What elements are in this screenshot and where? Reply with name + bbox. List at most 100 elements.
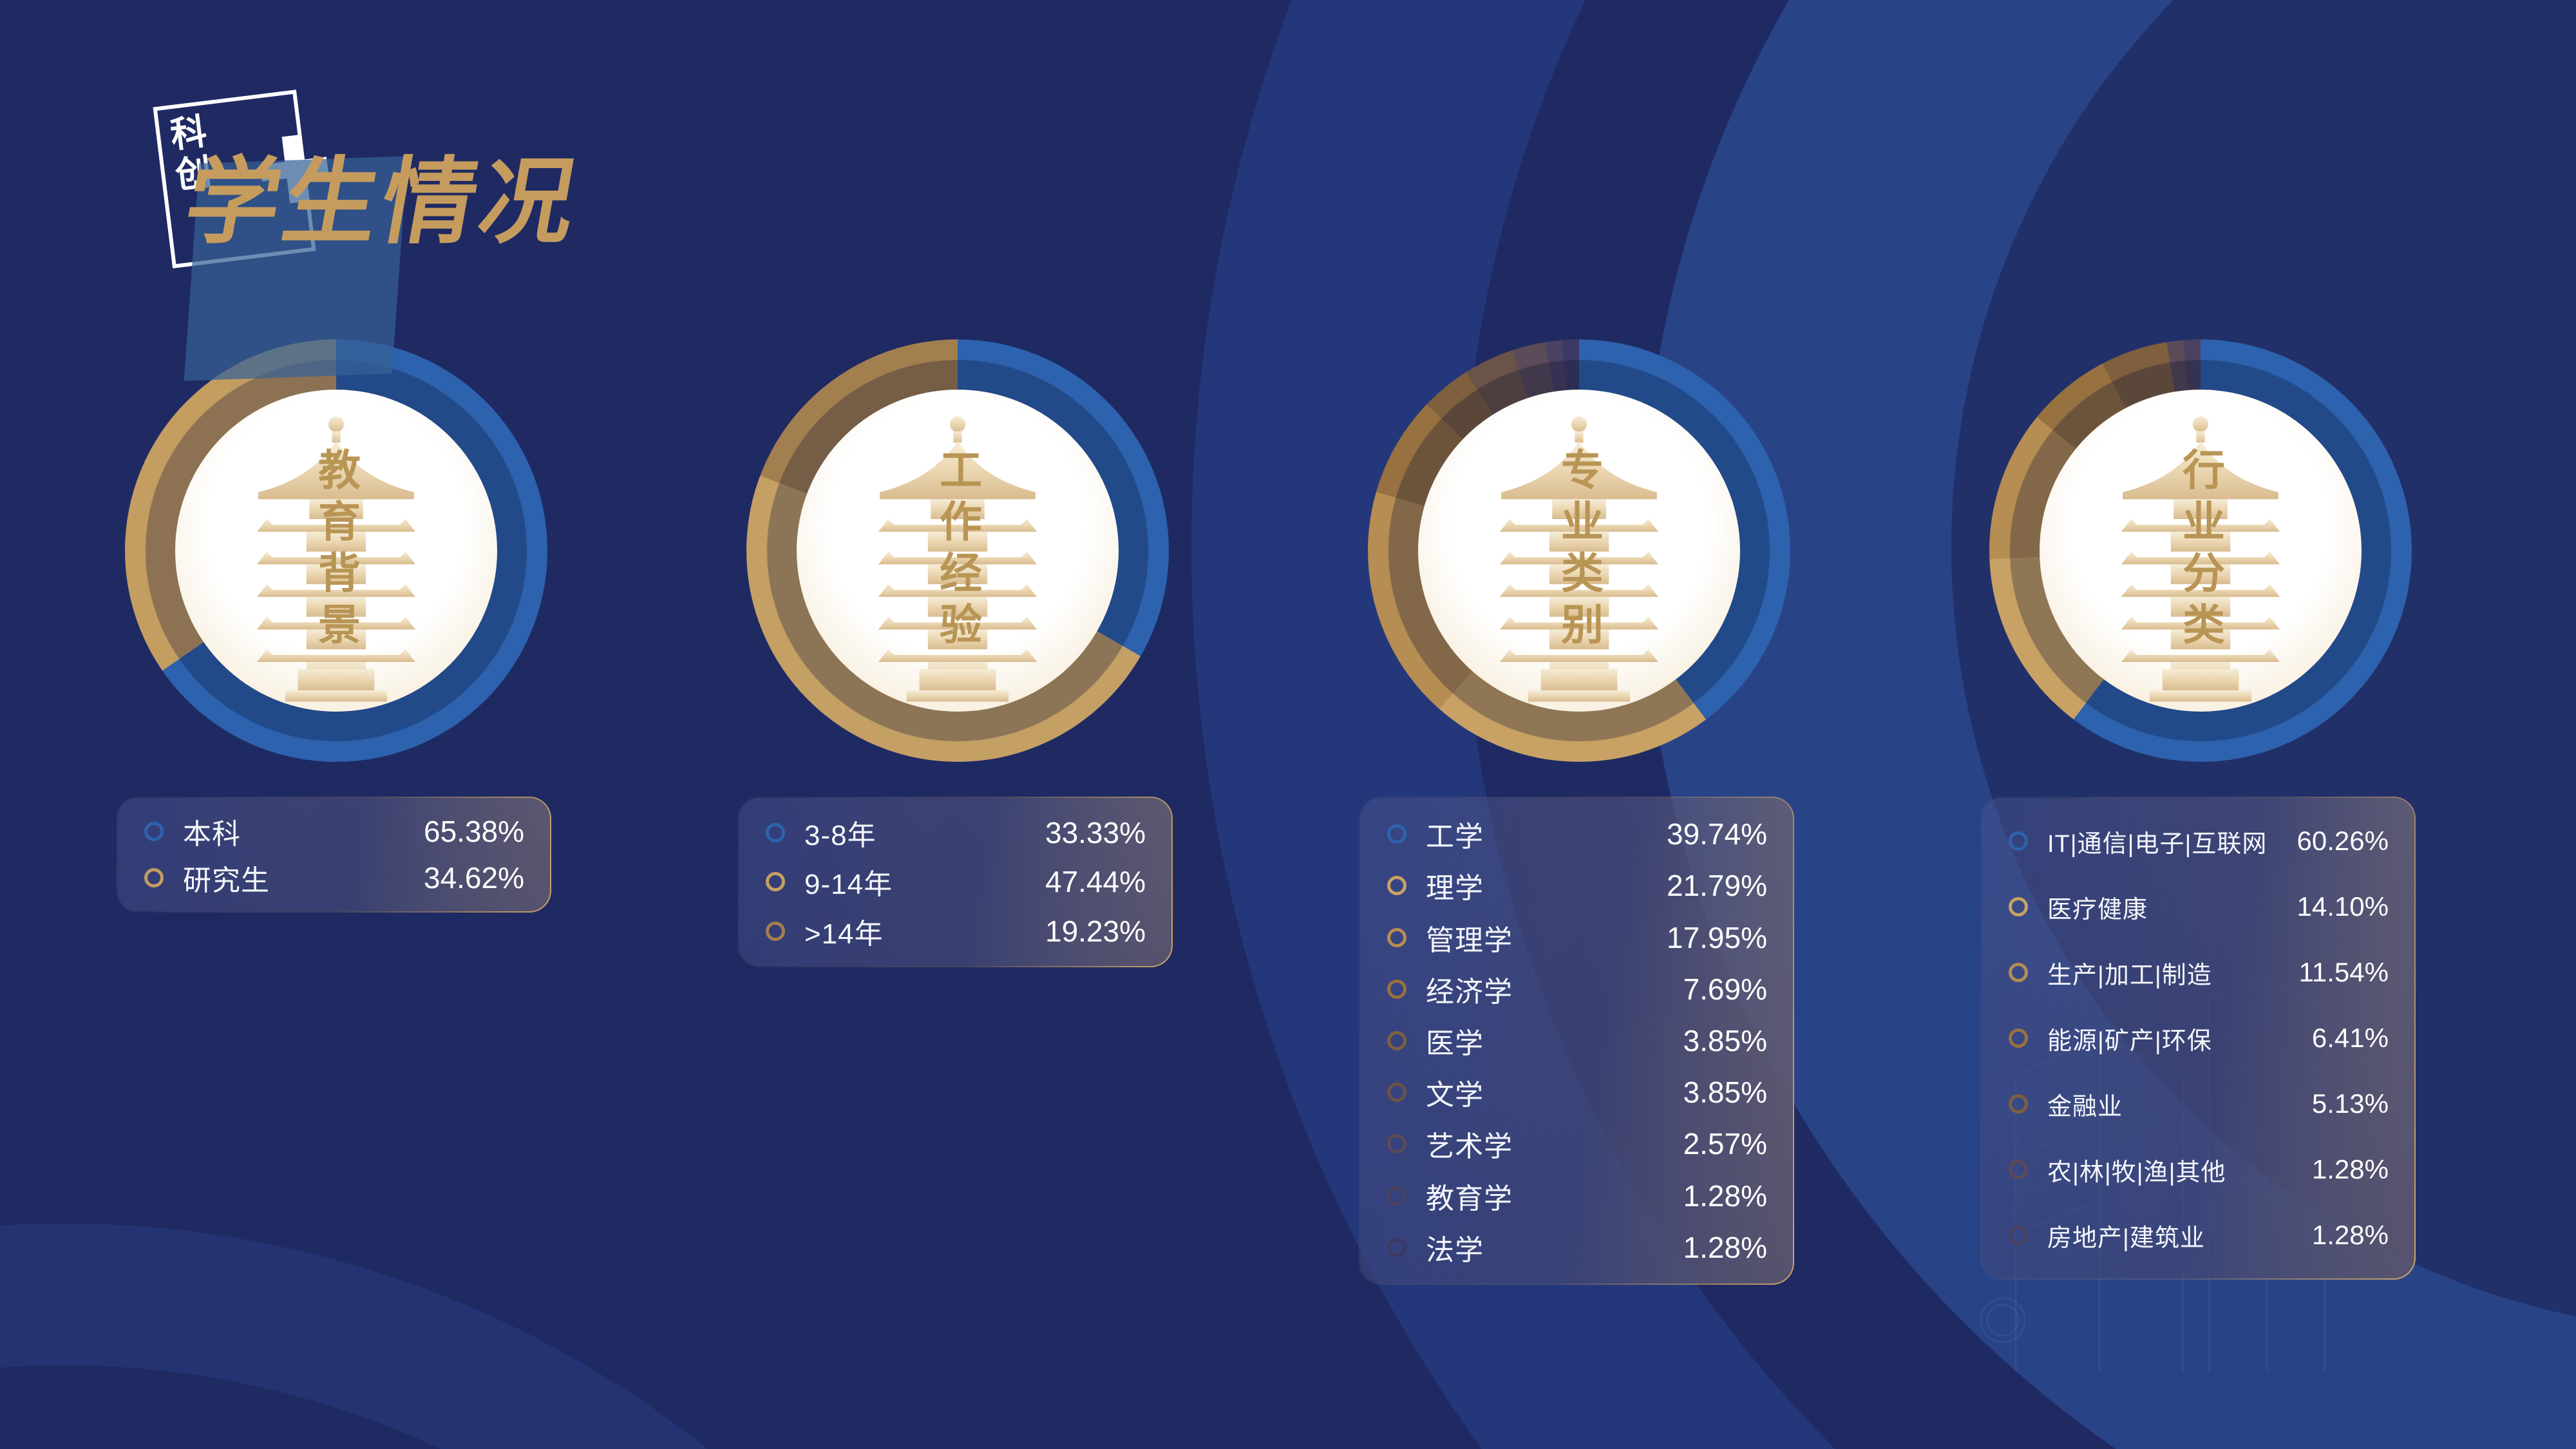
background-arc-bottom-left bbox=[0, 1224, 1095, 1449]
legend-label: 文学 bbox=[1426, 1079, 1484, 1112]
legend-label: 能源|矿产|环保 bbox=[2047, 1027, 2212, 1055]
legend-row: >14年 19.23% bbox=[766, 911, 1146, 952]
legend-value: 1.28% bbox=[1683, 1230, 1767, 1264]
legend-bullet-icon bbox=[1387, 876, 1406, 896]
legend-label: 金融业 bbox=[2047, 1093, 2123, 1121]
legend-bullet-icon bbox=[766, 921, 785, 941]
donut-center: 行业分类 bbox=[2040, 390, 2362, 712]
legend-label: 教育学 bbox=[1426, 1182, 1513, 1215]
legend-label: 研究生 bbox=[183, 865, 270, 896]
legend-row: 研究生 34.62% bbox=[144, 857, 524, 898]
legend-value: 1.28% bbox=[2311, 1220, 2389, 1250]
legend-bullet-icon bbox=[2009, 1160, 2028, 1179]
legend-label: 3-8年 bbox=[804, 820, 876, 852]
page-title: 学生情况 bbox=[177, 149, 588, 254]
legend-value: 17.95% bbox=[1666, 920, 1767, 954]
donut-center: 教育背景 bbox=[175, 390, 497, 712]
legend-row: 9-14年 47.44% bbox=[766, 861, 1146, 902]
legend-label: >14年 bbox=[804, 918, 884, 950]
legend-value: 21.79% bbox=[1666, 869, 1767, 903]
legend-value: 2.57% bbox=[1683, 1127, 1767, 1161]
legend-label: 医学 bbox=[1426, 1027, 1484, 1059]
legend-row: 工学 39.74% bbox=[1387, 813, 1767, 855]
legend-label: 经济学 bbox=[1426, 976, 1513, 1008]
legend-value: 19.23% bbox=[1045, 914, 1146, 948]
legend-value: 7.69% bbox=[1683, 972, 1767, 1006]
legend-bullet-icon bbox=[1387, 1083, 1406, 1103]
legend-row: 金融业 5.13% bbox=[2009, 1086, 2389, 1122]
legend-value: 11.54% bbox=[2298, 957, 2389, 987]
legend-bullet-icon bbox=[1387, 1186, 1406, 1206]
legend-bullet-icon bbox=[2009, 963, 2028, 982]
donut-chart-industry-category: 行业分类 bbox=[1989, 339, 2412, 762]
legend-row: 管理学 17.95% bbox=[1387, 917, 1767, 958]
legend-bullet-icon bbox=[1387, 1030, 1406, 1050]
legend-card-body: IT|通信|电子|互联网 60.26% 医疗健康 14.10% 生产|加工|制造 11.5… bbox=[1982, 798, 2414, 1278]
legend-row: 法学 1.28% bbox=[1387, 1227, 1767, 1268]
legend-value: 14.10% bbox=[2297, 891, 2389, 922]
legend-value: 39.74% bbox=[1666, 817, 1767, 851]
donut-chart-education-background: 教育背景 bbox=[125, 339, 547, 762]
legend-bullet-icon bbox=[1387, 979, 1406, 999]
donut-chart-work-experience: 工作经验 bbox=[746, 339, 1169, 762]
legend-row: 生产|加工|制造 11.54% bbox=[2009, 955, 2389, 990]
legend-row: 艺术学 2.57% bbox=[1387, 1123, 1767, 1164]
legend-value: 33.33% bbox=[1045, 816, 1146, 850]
legend-label: 理学 bbox=[1426, 873, 1484, 905]
legend-label: 房地产|建筑业 bbox=[2047, 1224, 2205, 1252]
legend-label: 9-14年 bbox=[804, 869, 893, 901]
donut-center-title: 行业分类 bbox=[2177, 448, 2224, 654]
legend-label: 管理学 bbox=[1426, 924, 1513, 956]
legend-label: 工学 bbox=[1426, 821, 1484, 853]
legend-row: 文学 3.85% bbox=[1387, 1072, 1767, 1113]
legend-row: 能源|矿产|环保 6.41% bbox=[2009, 1021, 2389, 1056]
legend-value: 1.28% bbox=[2311, 1154, 2389, 1184]
legend-card-body: 3-8年 33.33% 9-14年 47.44% >14年 19.23% bbox=[739, 798, 1171, 966]
legend-bullet-icon bbox=[1387, 1237, 1406, 1257]
legend-row: 医学 3.85% bbox=[1387, 1020, 1767, 1061]
legend-value: 5.13% bbox=[2311, 1088, 2389, 1119]
donut-chart-major-category: 专业类别 bbox=[1368, 339, 1790, 762]
legend-value: 34.62% bbox=[423, 861, 524, 895]
legend-row: 教育学 1.28% bbox=[1387, 1175, 1767, 1217]
donut-center-title: 工作经验 bbox=[934, 448, 981, 654]
legend-card-work-experience: 3-8年 33.33% 9-14年 47.44% >14年 19.23% bbox=[737, 797, 1173, 967]
legend-bullet-icon bbox=[766, 823, 785, 843]
legend-bullet-icon bbox=[1387, 824, 1406, 844]
legend-label: 医疗健康 bbox=[2047, 896, 2148, 923]
legend-row: 经济学 7.69% bbox=[1387, 969, 1767, 1010]
legend-row: 农|林|牧|渔|其他 1.28% bbox=[2009, 1152, 2389, 1188]
legend-card-body: 本科 65.38% 研究生 34.62% bbox=[117, 798, 550, 911]
legend-row: IT|通信|电子|互联网 60.26% bbox=[2009, 824, 2389, 859]
legend-bullet-icon bbox=[1387, 927, 1406, 947]
legend-card-body: 工学 39.74% 理学 21.79% 管理学 17.95% 经济学 7.69% 医学 3.85%… bbox=[1360, 798, 1793, 1283]
legend-bullet-icon bbox=[144, 868, 164, 887]
donut-center-title: 专业类别 bbox=[1555, 448, 1603, 654]
legend-value: 6.41% bbox=[2311, 1023, 2389, 1053]
legend-label: 本科 bbox=[183, 819, 241, 850]
legend-bullet-icon bbox=[2009, 897, 2028, 916]
legend-row: 3-8年 33.33% bbox=[766, 812, 1146, 853]
legend-value: 3.85% bbox=[1683, 1023, 1767, 1057]
legend-label: IT|通信|电子|互联网 bbox=[2047, 830, 2268, 858]
legend-bullet-icon bbox=[1387, 1134, 1406, 1154]
legend-value: 3.85% bbox=[1683, 1075, 1767, 1110]
legend-value: 47.44% bbox=[1045, 865, 1146, 899]
legend-label: 农|林|牧|渔|其他 bbox=[2047, 1159, 2226, 1186]
legend-bullet-icon bbox=[2009, 831, 2028, 851]
legend-bullet-icon bbox=[2009, 1094, 2028, 1113]
legend-label: 艺术学 bbox=[1426, 1131, 1513, 1163]
legend-row: 本科 65.38% bbox=[144, 811, 524, 852]
legend-card-major-category: 工学 39.74% 理学 21.79% 管理学 17.95% 经济学 7.69% 医学 3.85%… bbox=[1359, 797, 1794, 1285]
donut-center: 工作经验 bbox=[797, 390, 1119, 712]
legend-value: 1.28% bbox=[1683, 1179, 1767, 1213]
legend-bullet-icon bbox=[2009, 1226, 2028, 1245]
legend-label: 法学 bbox=[1426, 1234, 1484, 1266]
legend-card-industry-category: IT|通信|电子|互联网 60.26% 医疗健康 14.10% 生产|加工|制造 11.5… bbox=[1980, 797, 2416, 1280]
legend-card-education-background: 本科 65.38% 研究生 34.62% bbox=[116, 797, 551, 913]
legend-label: 生产|加工|制造 bbox=[2047, 961, 2212, 989]
legend-row: 理学 21.79% bbox=[1387, 865, 1767, 906]
legend-row: 医疗健康 14.10% bbox=[2009, 889, 2389, 925]
legend-value: 60.26% bbox=[2297, 826, 2389, 856]
